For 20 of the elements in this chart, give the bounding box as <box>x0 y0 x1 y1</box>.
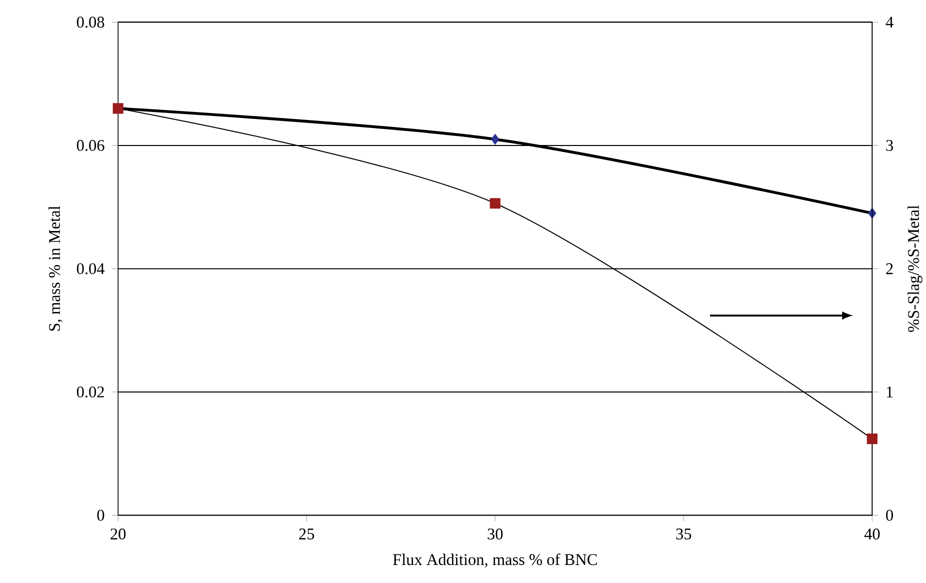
x-tick-label: 25 <box>299 528 314 540</box>
y2-axis-title: %S-Slag/%S-Metal <box>908 205 922 332</box>
x-axis-title: Flux Addition, mass % of BNC <box>392 554 597 568</box>
y-tick-label: 0.06 <box>76 140 104 151</box>
y2-tick-label: 2 <box>886 263 893 274</box>
x-tick-label: 40 <box>864 528 880 540</box>
y2-tick-label: 1 <box>886 386 893 398</box>
x-tick-label: 20 <box>110 528 126 540</box>
y2-tick-label: 4 <box>886 16 894 28</box>
x-tick-label: 35 <box>676 528 692 540</box>
y2-tick-label: 3 <box>886 140 893 151</box>
y-tick-label: 0.08 <box>76 16 104 28</box>
point <box>866 434 878 444</box>
y-axis-title: S, mass % in Metal <box>48 206 62 331</box>
x-tick-label: 30 <box>488 528 503 540</box>
y-tick-label: 0.02 <box>76 386 104 398</box>
y-tick-label: 0.04 <box>76 263 105 274</box>
point <box>490 198 500 209</box>
y2-tick-label: 0 <box>886 510 894 521</box>
y-tick-label: 0 <box>97 510 104 521</box>
